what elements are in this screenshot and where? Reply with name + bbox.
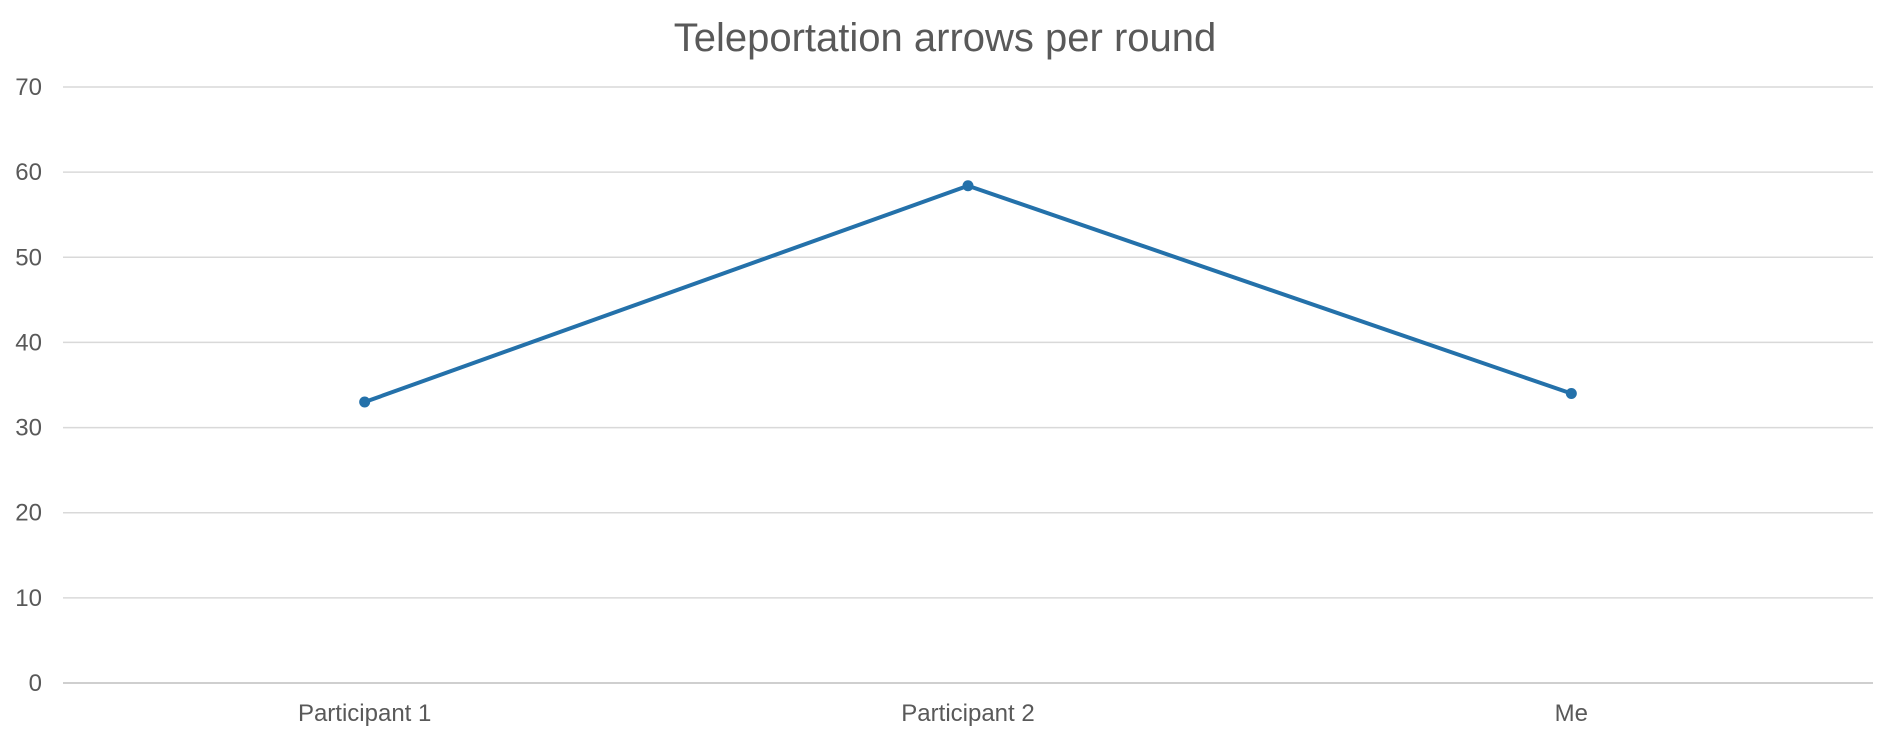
series-line: [362, 183, 1574, 405]
chart-title: Teleportation arrows per round: [674, 16, 1217, 60]
y-axis-tick-labels: 0 10 20 30 40 50 60 70: [15, 74, 42, 697]
x-tick-label: Participant 2: [901, 700, 1034, 727]
x-axis-tick-labels: Participant 1 Participant 2 Me: [298, 700, 1588, 727]
data-point: [1565, 388, 1577, 400]
data-point: [359, 396, 371, 408]
gridlines: [63, 86, 1873, 684]
y-tick-label: 30: [15, 415, 42, 442]
x-tick-label: Participant 1: [298, 700, 431, 727]
series-group: [359, 180, 1577, 408]
y-tick-label: 40: [15, 329, 42, 356]
y-tick-label: 20: [15, 500, 42, 527]
y-tick-label: 70: [15, 74, 42, 101]
x-tick-label: Me: [1555, 700, 1588, 727]
y-tick-label: 0: [29, 670, 42, 697]
y-tick-label: 10: [15, 585, 42, 612]
data-point: [962, 180, 974, 192]
y-tick-label: 50: [15, 244, 42, 271]
y-tick-label: 60: [15, 159, 42, 186]
